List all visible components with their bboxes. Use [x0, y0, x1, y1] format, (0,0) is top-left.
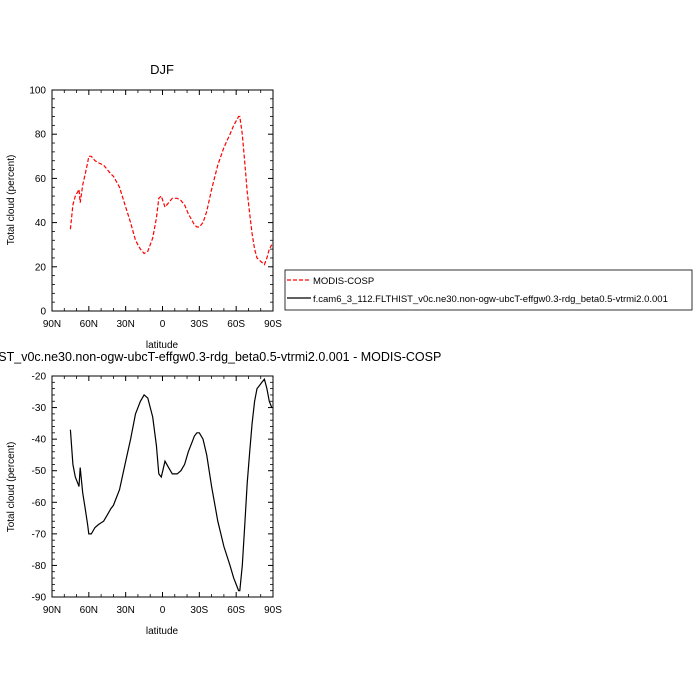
- top-y-tick-labels: 0 20 40 60 80 100: [29, 86, 46, 318]
- legend: MODIS-COSP f.cam6_3_112.FLTHIST_v0c.ne30…: [284, 269, 693, 311]
- bottom-x-tick-label: 30S: [190, 605, 208, 616]
- bottom-y-tick-label: -60: [32, 498, 47, 509]
- bottom-axis-ticks: [51, 375, 274, 598]
- bottom-x-axis-label: latitude: [146, 626, 179, 637]
- top-axis-ticks: [51, 89, 274, 312]
- top-y-axis-label: Total cloud (percent): [6, 155, 17, 246]
- bottom-x-tick-labels: 90N 60N 30N 0 30S 60S 90S: [43, 605, 282, 616]
- bottom-x-tick-label: 30N: [116, 605, 134, 616]
- top-panel-title: DJF: [150, 62, 174, 77]
- bottom-y-axis-label: Total cloud (percent): [6, 442, 17, 533]
- top-x-tick-label: 90N: [43, 319, 61, 330]
- top-x-tick-labels: 90N 60N 30N 0 30S 60S 90S: [43, 319, 282, 330]
- bottom-x-tick-label: 60S: [227, 605, 245, 616]
- bottom-y-tick-label: -70: [32, 529, 47, 540]
- top-y-tick-label: 20: [35, 262, 47, 273]
- bottom-x-tick-label: 90S: [264, 605, 282, 616]
- top-x-tick-label: 0: [160, 319, 166, 330]
- legend-box: [284, 269, 693, 311]
- bottom-y-tick-label: -40: [32, 435, 47, 446]
- bottom-y-tick-label: -20: [32, 372, 47, 383]
- top-x-tick-label: 30S: [190, 319, 208, 330]
- top-y-tick-label: 80: [35, 130, 47, 141]
- top-x-tick-label: 30N: [116, 319, 134, 330]
- top-series-modis-cosp-line: [69, 115, 273, 266]
- bottom-panel-title: f.cam6_3_112.FLTHIST_v0c.ne30.non-ogw-ub…: [0, 350, 441, 364]
- bottom-y-tick-label: -80: [32, 561, 47, 572]
- bottom-y-tick-label: -90: [32, 593, 47, 604]
- bottom-series-difference-line: [69, 377, 273, 592]
- bottom-panel: f.cam6_3_112.FLTHIST_v0c.ne30.non-ogw-ub…: [0, 350, 441, 637]
- top-y-tick-label: 40: [35, 218, 47, 229]
- top-y-tick-label: 60: [35, 174, 47, 185]
- top-panel: DJF 90N 60N 30N 0 30S 60S 90S 0 20 40 60 80 100 lat…: [6, 62, 282, 351]
- top-x-axis-label: latitude: [146, 340, 179, 351]
- top-y-tick-label: 0: [40, 307, 46, 318]
- bottom-y-tick-label: -50: [32, 466, 47, 477]
- bottom-y-tick-labels: -90 -80 -70 -60 -50 -40 -30 -20: [32, 372, 47, 604]
- legend-label-model: f.cam6_3_112.FLTHIST_v0c.ne30.non-ogw-ub…: [313, 294, 668, 305]
- legend-label-modis-cosp: MODIS-COSP: [313, 276, 374, 287]
- bottom-x-tick-label: 0: [160, 605, 166, 616]
- bottom-x-tick-label: 60N: [80, 605, 98, 616]
- top-x-tick-label: 90S: [264, 319, 282, 330]
- top-y-tick-label: 100: [29, 86, 46, 97]
- top-x-tick-label: 60N: [80, 319, 98, 330]
- top-x-tick-label: 60S: [227, 319, 245, 330]
- bottom-y-tick-label: -30: [32, 403, 47, 414]
- bottom-x-tick-label: 90N: [43, 605, 61, 616]
- bottom-plot-frame: [51, 375, 274, 598]
